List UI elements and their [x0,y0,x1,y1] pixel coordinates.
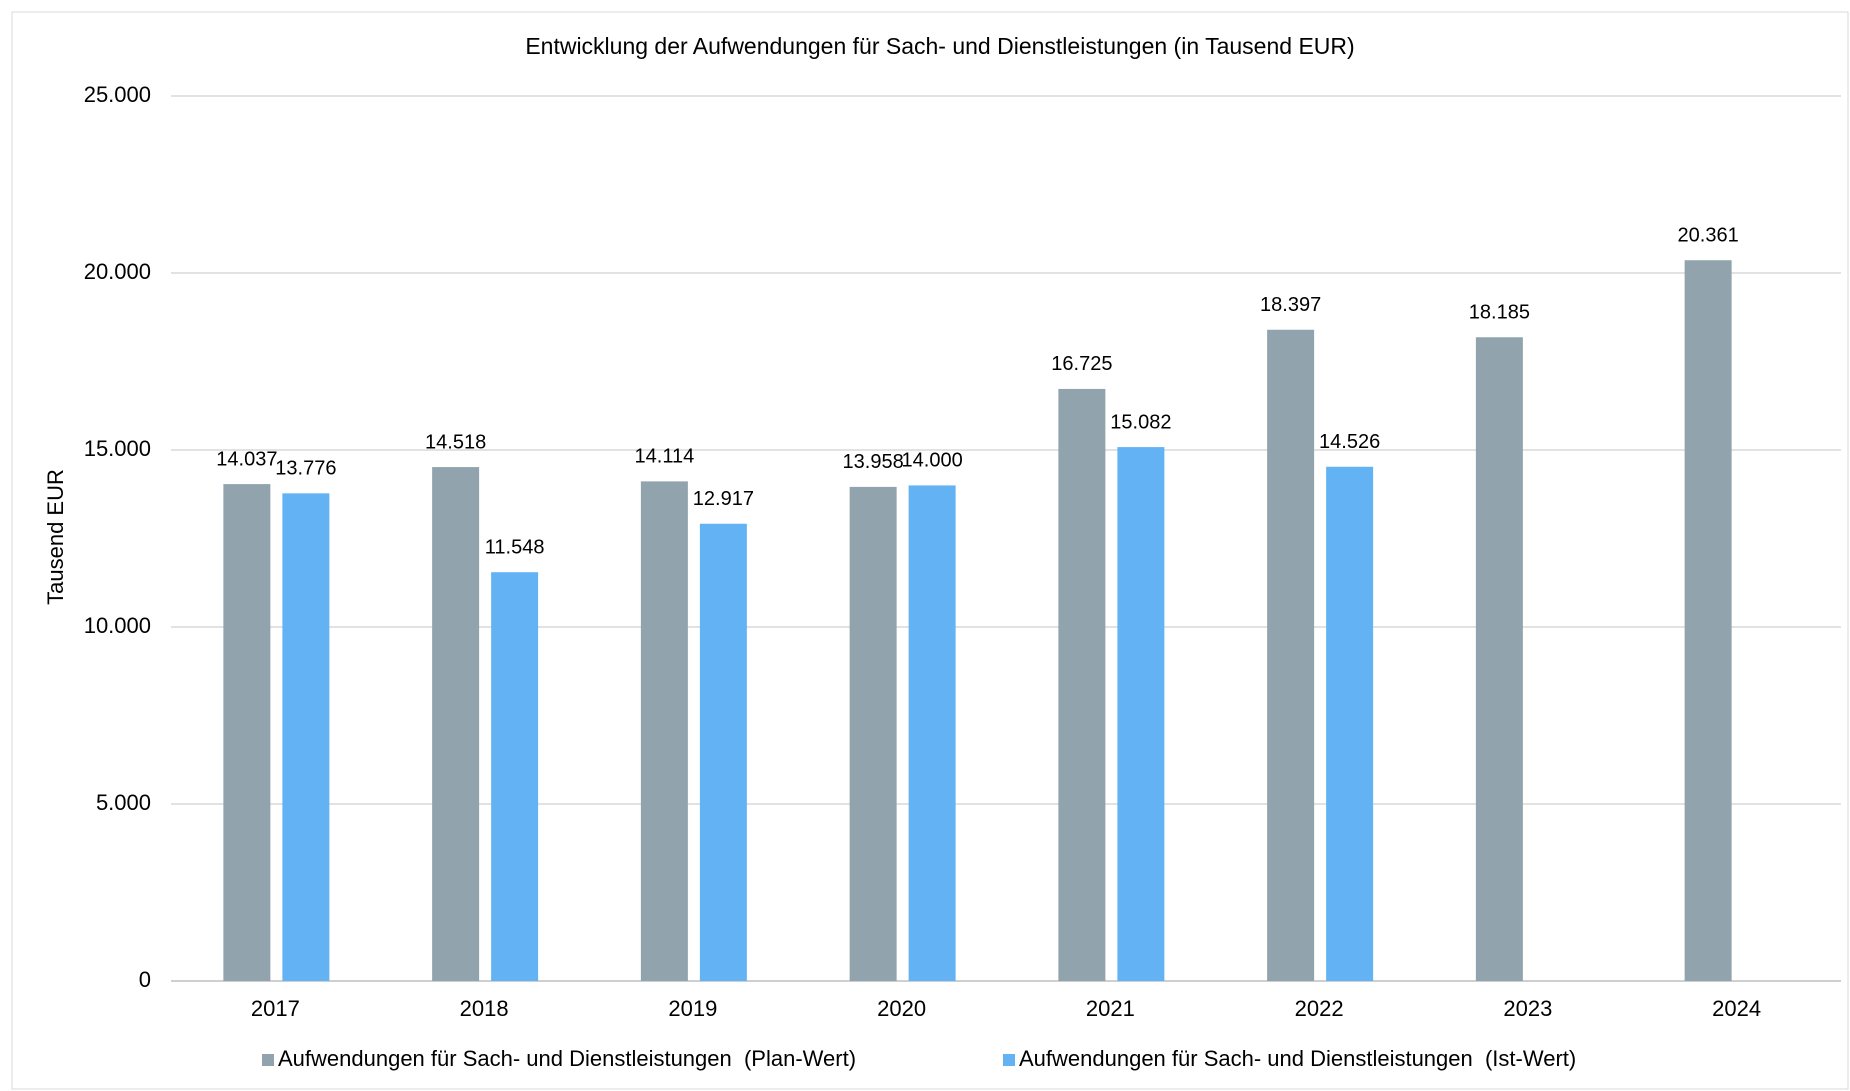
bar [1058,388,1106,981]
y-tick-label: 25.000 [84,82,151,107]
bar [640,481,688,981]
x-tick-label: 2018 [460,996,509,1021]
y-tick-label: 10.000 [84,613,151,638]
data-label: 14.526 [1319,431,1380,453]
y-tick-label: 0 [139,967,151,992]
data-label: 13.776 [275,458,336,480]
bar [1326,466,1374,981]
data-label: 12.917 [693,488,754,510]
y-tick-label: 5.000 [96,790,151,815]
data-label: 14.518 [425,431,486,453]
chart-title: Entwicklung der Aufwendungen für Sach- u… [525,33,1354,59]
data-label: 14.037 [216,448,277,470]
data-label: 16.725 [1051,353,1112,375]
data-label: 14.114 [635,446,695,468]
legend-marker [1003,1054,1015,1066]
x-tick-label: 2021 [1086,996,1135,1021]
y-tick-label: 15.000 [84,436,151,461]
x-tick-label: 2023 [1503,996,1552,1021]
data-label: 13.958 [843,451,904,473]
bar [282,493,330,981]
bar [1684,260,1732,982]
bar [1475,337,1523,982]
legend-marker [262,1054,274,1066]
bar [491,572,539,981]
x-tick-label: 2024 [1712,996,1761,1021]
data-label: 11.548 [485,536,545,558]
legend-label: Aufwendungen für Sach- und Dienstleistun… [278,1046,856,1071]
x-tick-label: 2020 [877,996,926,1021]
bar [699,523,747,981]
data-label: 14.000 [902,450,963,472]
x-tick-label: 2017 [251,996,300,1021]
bar [908,485,956,981]
chart-border [11,11,1849,1090]
x-tick-label: 2022 [1295,996,1344,1021]
data-label: 18.397 [1260,294,1321,316]
y-axis-label: Tausend EUR [43,469,68,605]
data-label: 20.361 [1678,225,1739,247]
legend-label: Aufwendungen für Sach- und Dienstleistun… [1019,1046,1576,1071]
bar [1267,329,1315,981]
data-label: 15.082 [1110,411,1171,433]
bar [223,484,271,981]
bar [1117,447,1165,982]
y-tick-label: 20.000 [84,259,151,284]
bar [849,486,897,981]
data-label: 18.185 [1469,302,1530,324]
x-tick-label: 2019 [668,996,717,1021]
bar [432,467,480,981]
